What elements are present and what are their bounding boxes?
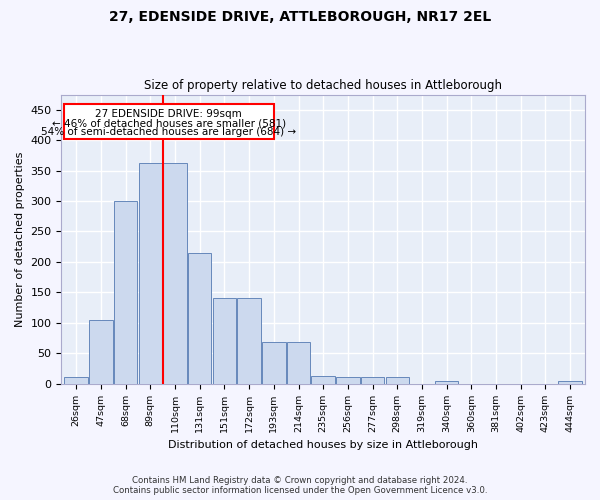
Bar — [114, 201, 137, 384]
Bar — [139, 164, 162, 384]
Title: Size of property relative to detached houses in Attleborough: Size of property relative to detached ho… — [144, 79, 502, 92]
Bar — [163, 164, 187, 384]
Bar — [336, 378, 359, 384]
Text: Contains HM Land Registry data © Crown copyright and database right 2024.
Contai: Contains HM Land Registry data © Crown c… — [113, 476, 487, 495]
Bar — [262, 342, 286, 384]
Text: 27, EDENSIDE DRIVE, ATTLEBOROUGH, NR17 2EL: 27, EDENSIDE DRIVE, ATTLEBOROUGH, NR17 2… — [109, 10, 491, 24]
X-axis label: Distribution of detached houses by size in Attleborough: Distribution of detached houses by size … — [168, 440, 478, 450]
Bar — [435, 380, 458, 384]
Bar — [64, 378, 88, 384]
Bar — [89, 320, 113, 384]
Bar — [238, 298, 261, 384]
Bar — [311, 376, 335, 384]
Text: 27 EDENSIDE DRIVE: 99sqm: 27 EDENSIDE DRIVE: 99sqm — [95, 108, 242, 118]
Bar — [361, 378, 385, 384]
Bar — [287, 342, 310, 384]
Text: 54% of semi-detached houses are larger (684) →: 54% of semi-detached houses are larger (… — [41, 128, 296, 138]
Bar — [559, 380, 582, 384]
Bar — [188, 253, 211, 384]
Text: ← 46% of detached houses are smaller (581): ← 46% of detached houses are smaller (58… — [52, 118, 286, 128]
Bar — [212, 298, 236, 384]
FancyBboxPatch shape — [64, 104, 274, 139]
Bar — [386, 378, 409, 384]
Y-axis label: Number of detached properties: Number of detached properties — [15, 152, 25, 327]
